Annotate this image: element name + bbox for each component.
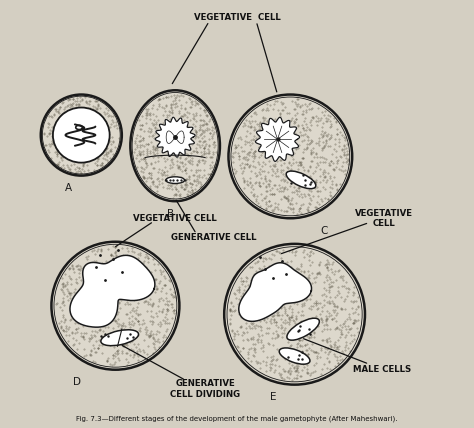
Ellipse shape xyxy=(286,171,316,189)
Text: VEGETATIVE CELL: VEGETATIVE CELL xyxy=(133,214,217,223)
Ellipse shape xyxy=(51,242,179,370)
Ellipse shape xyxy=(224,244,365,385)
Ellipse shape xyxy=(41,95,122,175)
Ellipse shape xyxy=(53,107,109,163)
Text: MALE CELLS: MALE CELLS xyxy=(353,365,411,374)
Text: E: E xyxy=(270,392,277,402)
Text: Fig. 7.3—Different stages of the development of the male gametophyte (After Mahe: Fig. 7.3—Different stages of the develop… xyxy=(76,416,398,422)
Polygon shape xyxy=(70,256,155,327)
Text: C: C xyxy=(321,226,328,236)
Polygon shape xyxy=(239,263,311,321)
Text: GENERATIVE CELL: GENERATIVE CELL xyxy=(171,233,256,242)
Polygon shape xyxy=(255,117,300,161)
Text: B: B xyxy=(167,209,174,219)
Ellipse shape xyxy=(166,177,184,184)
Ellipse shape xyxy=(279,348,310,364)
Text: D: D xyxy=(73,377,81,387)
Ellipse shape xyxy=(228,95,352,218)
Ellipse shape xyxy=(287,318,319,340)
Text: VEGETATIVE
CELL: VEGETATIVE CELL xyxy=(355,208,413,228)
Text: VEGETATIVE  CELL: VEGETATIVE CELL xyxy=(193,13,281,22)
Polygon shape xyxy=(155,117,195,157)
Ellipse shape xyxy=(130,90,220,201)
Text: GENERATIVE
CELL DIVIDING: GENERATIVE CELL DIVIDING xyxy=(170,379,240,398)
Text: A: A xyxy=(65,183,72,193)
Ellipse shape xyxy=(101,330,138,346)
